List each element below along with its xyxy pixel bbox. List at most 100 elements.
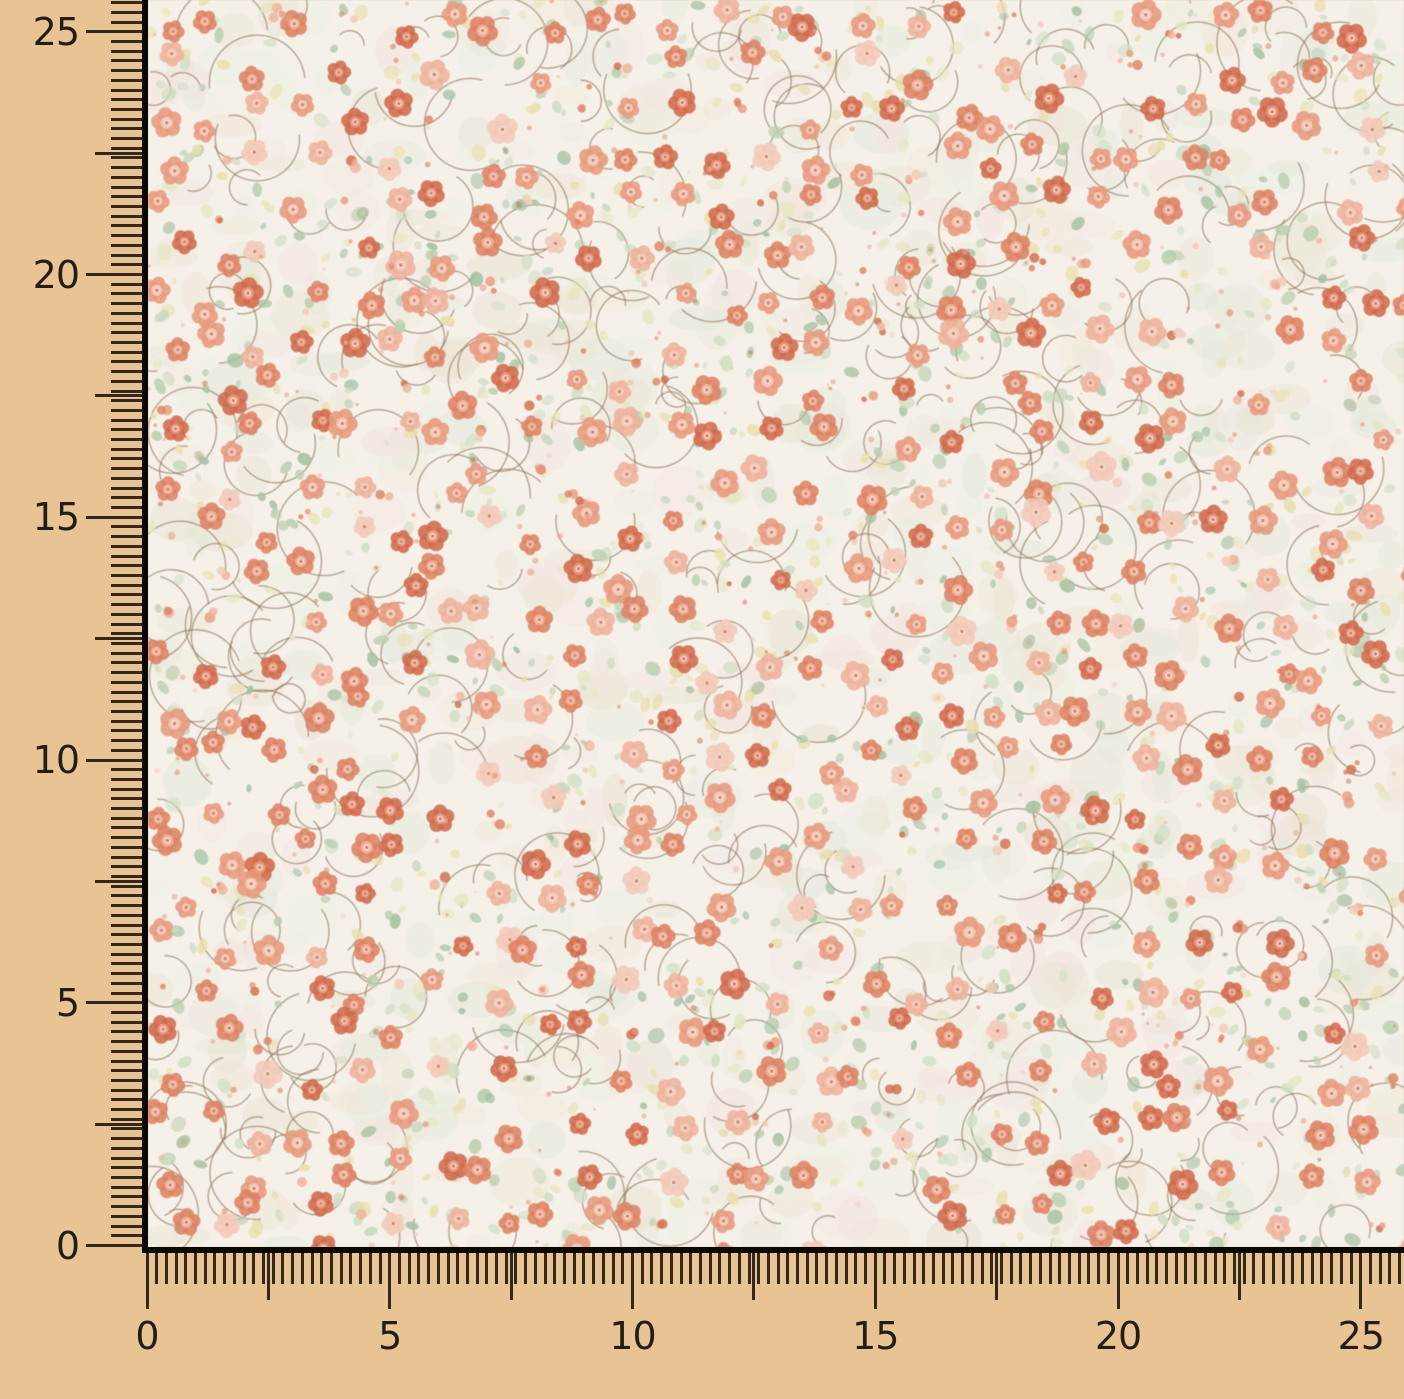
left-ruler-tick xyxy=(111,389,142,393)
bottom-ruler-tick xyxy=(242,1253,246,1284)
left-ruler-tick xyxy=(111,146,142,150)
bottom-ruler-tick xyxy=(266,1253,270,1300)
bottom-ruler-tick xyxy=(864,1253,868,1284)
bottom-ruler-tick xyxy=(533,1253,537,1284)
bottom-ruler-tick xyxy=(320,1253,324,1284)
bottom-ruler-tick xyxy=(902,1253,906,1284)
bottom-ruler-tick xyxy=(368,1253,372,1284)
left-ruler-tick xyxy=(111,457,142,461)
bottom-ruler-tick xyxy=(1262,1253,1266,1284)
bottom-ruler-label: 15 xyxy=(852,1314,899,1358)
left-ruler-tick xyxy=(86,273,142,276)
bottom-ruler-tick xyxy=(796,1253,800,1284)
bottom-ruler-tick xyxy=(1087,1253,1091,1284)
bottom-ruler-tick xyxy=(436,1253,440,1284)
left-ruler-tick xyxy=(111,331,142,335)
bottom-ruler-tick xyxy=(524,1253,528,1284)
bottom-ruler-tick xyxy=(1330,1253,1334,1284)
left-ruler-tick xyxy=(111,865,142,869)
bottom-ruler-tick xyxy=(631,1253,634,1309)
bottom-ruler-tick xyxy=(1145,1253,1149,1284)
bottom-ruler-tick xyxy=(1213,1253,1217,1284)
left-ruler-tick xyxy=(111,340,142,344)
left-ruler-tick xyxy=(86,30,142,34)
bottom-ruler-tick xyxy=(252,1253,256,1284)
bottom-ruler-label: 25 xyxy=(1337,1314,1385,1358)
left-ruler-tick xyxy=(111,875,142,879)
left-ruler-tick xyxy=(111,719,142,723)
left-ruler-tick xyxy=(111,1030,142,1034)
bottom-ruler-tick xyxy=(1184,1253,1188,1284)
bottom-ruler-tick xyxy=(465,1253,469,1284)
left-ruler-tick xyxy=(111,1078,142,1082)
left-ruler-tick xyxy=(111,748,142,752)
bottom-ruler-tick xyxy=(999,1253,1003,1284)
left-ruler-tick xyxy=(111,1020,142,1024)
left-ruler-tick xyxy=(111,350,142,354)
left-ruler-tick xyxy=(111,1088,142,1092)
left-ruler-tick xyxy=(111,797,142,801)
left-ruler-label: 20 xyxy=(32,252,80,297)
left-ruler-tick xyxy=(111,952,142,956)
bottom-ruler-tick xyxy=(1174,1253,1178,1284)
bottom-ruler-border xyxy=(142,1247,1404,1253)
bottom-ruler-tick xyxy=(174,1253,178,1284)
left-ruler-tick xyxy=(111,1234,142,1238)
left-ruler-tick xyxy=(111,845,142,849)
left-ruler-tick xyxy=(95,637,142,641)
left-ruler-tick xyxy=(111,622,142,626)
bottom-ruler-tick xyxy=(728,1253,732,1284)
left-ruler-tick xyxy=(111,1049,142,1053)
left-ruler-tick xyxy=(111,807,142,811)
bottom-ruler-label: 5 xyxy=(378,1314,402,1358)
bottom-ruler-tick xyxy=(698,1253,702,1284)
left-ruler-tick xyxy=(111,962,142,966)
left-ruler-tick xyxy=(111,981,142,985)
left-ruler-tick xyxy=(111,205,142,209)
left-ruler-tick xyxy=(111,1146,142,1150)
left-ruler-tick xyxy=(111,1040,142,1044)
bottom-ruler-tick xyxy=(281,1253,285,1284)
left-ruler-tick xyxy=(111,127,142,131)
left-ruler-tick xyxy=(111,243,142,247)
bottom-ruler-tick xyxy=(427,1253,431,1284)
bottom-ruler-tick xyxy=(446,1253,450,1284)
fabric-swatch xyxy=(148,0,1404,1247)
bottom-ruler-tick xyxy=(970,1253,974,1284)
bottom-ruler-tick xyxy=(995,1253,999,1300)
left-ruler-tick xyxy=(111,292,142,296)
left-ruler-tick xyxy=(111,612,142,616)
bottom-ruler-tick xyxy=(184,1253,188,1284)
bottom-ruler-label: 10 xyxy=(609,1314,656,1358)
left-ruler-tick xyxy=(111,1185,142,1189)
bottom-ruler-tick xyxy=(543,1253,547,1284)
bottom-ruler-tick xyxy=(203,1253,207,1284)
bottom-ruler-tick xyxy=(1242,1253,1246,1284)
left-ruler-tick xyxy=(111,739,142,743)
left-ruler-tick xyxy=(111,913,142,917)
bottom-ruler-tick xyxy=(1203,1253,1207,1284)
left-ruler-tick xyxy=(95,879,142,883)
bottom-ruler-tick xyxy=(621,1253,625,1284)
left-ruler-tick xyxy=(111,972,142,976)
left-ruler-tick xyxy=(111,263,142,267)
bottom-ruler-tick xyxy=(329,1253,333,1284)
left-ruler-tick xyxy=(111,234,142,238)
bottom-ruler-tick xyxy=(660,1253,664,1284)
bottom-ruler-tick xyxy=(1067,1253,1071,1284)
left-ruler-tick xyxy=(111,641,142,645)
bottom-ruler-tick xyxy=(1106,1253,1110,1284)
left-ruler-tick xyxy=(111,904,142,908)
bottom-ruler-tick xyxy=(1116,1253,1120,1309)
left-ruler-tick xyxy=(111,1166,142,1170)
bottom-ruler-tick xyxy=(572,1253,576,1284)
bottom-ruler-tick xyxy=(766,1253,770,1284)
left-ruler-tick xyxy=(111,942,142,946)
bottom-ruler-tick xyxy=(1271,1253,1275,1284)
left-ruler-tick xyxy=(111,777,142,781)
left-ruler-tick xyxy=(111,20,142,24)
left-ruler-tick xyxy=(111,700,142,704)
left-ruler-tick xyxy=(111,1214,142,1218)
left-ruler-tick xyxy=(111,836,142,840)
